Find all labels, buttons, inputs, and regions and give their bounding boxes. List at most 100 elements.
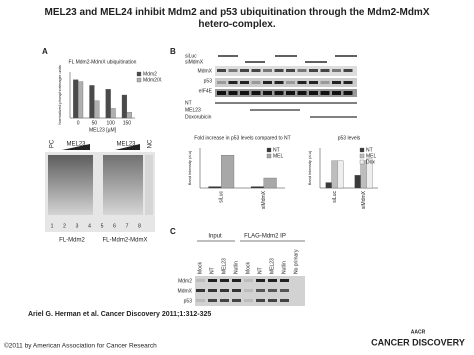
bar [89,85,95,119]
band [343,81,353,84]
legend-label: MEL [273,153,284,159]
band [208,279,217,282]
blot-label: MdmX [178,288,193,294]
band [280,279,289,282]
band [217,81,226,84]
lane-label: NT [257,267,263,274]
band [286,69,295,72]
journal: CANCER DISCOVERY [371,337,465,347]
chart-title: FL Mdm2-MdmX ubiquitination [69,59,137,65]
legend-swatch [359,153,365,159]
band [256,289,265,292]
y-axis-label: Band intensity (a.u) [307,150,312,185]
lane-number: 8 [138,223,141,229]
legend-swatch [359,159,365,165]
lane-number: 3 [76,223,79,229]
y-axis-label: Normalized phosphorimager units [57,65,62,125]
legend-label: NT [366,147,373,153]
band [274,91,284,95]
band [220,299,229,302]
chart-title: Fold increase in p53 levels compared to … [194,135,290,141]
lane-number: 6 [113,223,116,229]
band [286,81,295,84]
band [268,289,277,292]
bar [121,94,128,119]
bar [250,186,264,189]
band [268,279,277,282]
band [196,299,205,302]
band [244,299,253,302]
band [256,279,265,282]
x-axis-label: MEL23 [µM] [89,127,117,133]
band [232,289,241,292]
bar [208,186,222,189]
gel-label: MEL23 [66,142,86,148]
group-label: FLAG-Mdm2 IP [244,234,286,240]
band [220,279,229,282]
copyright: ©2011 by American Association for Cancer… [4,342,157,350]
slide-title: MEL23 and MEL24 inhibit Mdm2 and p53 ubi… [45,7,430,30]
legend-swatch [136,77,142,83]
band [256,299,265,302]
x-tick-label: siLuc [219,191,225,203]
band [286,91,295,95]
bar [354,175,361,189]
bar [94,100,100,119]
band [263,81,272,84]
band [240,91,249,95]
x-tick-label: siLuc [332,191,338,203]
lane-number: 5 [101,223,104,229]
x-tick-label: 150 [123,120,132,126]
lane-number: 1 [51,223,54,229]
blot-label: MdmX [198,68,213,74]
band [297,81,307,84]
wedge [115,144,140,150]
band [228,69,238,72]
legend-swatch [136,71,142,77]
bar [77,81,84,119]
band [297,91,307,95]
lane-label: Nutlin [233,261,239,274]
band [320,69,330,72]
band [232,299,241,302]
chart-title: p53 levels [338,135,361,141]
band [274,69,284,72]
band [280,289,289,292]
bar [325,182,332,189]
gel-smear [103,155,143,215]
lane-number: 2 [63,223,66,229]
bar [331,160,338,189]
band [217,91,226,95]
band [220,289,229,292]
treatment-label: NT [185,100,192,106]
band [332,69,341,72]
band [268,299,277,302]
band [251,69,261,72]
gel-label: NC [148,139,154,148]
band [208,299,217,302]
bar [263,177,277,189]
lane-label: No primary [293,249,299,274]
bar [110,108,116,119]
bar [126,112,132,119]
band [332,91,341,95]
gel-label: FL-Mdm2-MdmX [102,238,147,244]
legend-label: Mdm2 [143,71,157,77]
band [244,279,253,282]
band [309,91,318,95]
band [274,81,284,84]
blot-label: Mdm2 [178,278,192,284]
x-tick-label: siMdmX [361,190,367,209]
x-tick-label: 100 [106,120,115,126]
band [320,81,330,84]
legend-label: MEL [366,153,377,159]
band [228,91,238,95]
wedge [62,144,90,150]
band [263,91,272,95]
citation: Ariel G. Herman et al. Cancer Discovery … [28,311,211,318]
panel-label: B [170,47,176,56]
band [251,81,261,84]
lane-label: NT [209,267,215,274]
row-label: siLuc [185,53,197,59]
